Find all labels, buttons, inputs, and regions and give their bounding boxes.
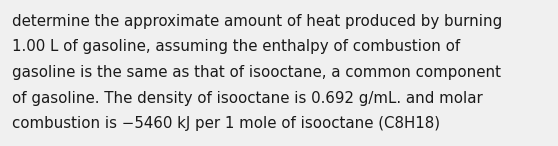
Text: of gasoline. The density of isooctane is 0.692 g/mL. and molar: of gasoline. The density of isooctane is…	[12, 91, 483, 106]
Text: combustion is −5460 kJ per 1 mole of isooctane (C8H18): combustion is −5460 kJ per 1 mole of iso…	[12, 116, 440, 131]
Text: determine the approximate amount of heat produced by burning: determine the approximate amount of heat…	[12, 14, 502, 29]
Text: gasoline is the same as that of isooctane, a common component: gasoline is the same as that of isooctan…	[12, 65, 501, 80]
Text: 1.00 L of gasoline, assuming the enthalpy of combustion of: 1.00 L of gasoline, assuming the enthalp…	[12, 40, 460, 54]
